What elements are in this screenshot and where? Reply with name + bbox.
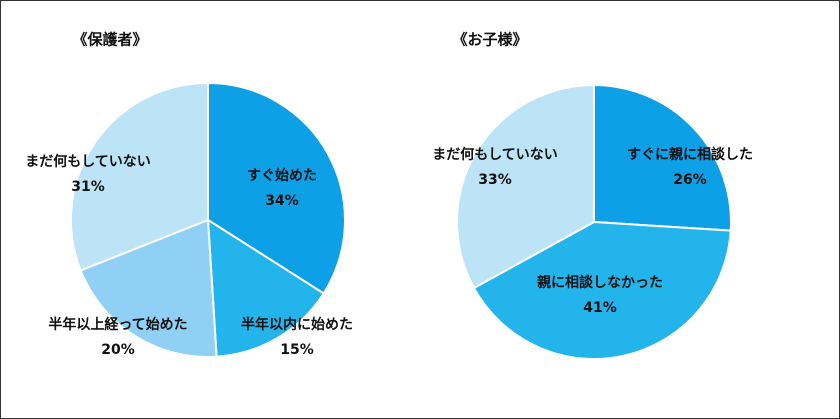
chart-title: 《保護者》: [72, 31, 147, 49]
slice-label: 半年以上経って始めた: [48, 316, 187, 333]
value-label: 34%: [265, 193, 299, 209]
value-label: 20%: [101, 342, 135, 358]
value-label: 15%: [280, 342, 314, 358]
slice-label: 親に相談しなかった: [537, 274, 663, 291]
slice-label: まだ何もしていない: [432, 146, 558, 163]
pie-slice: [593, 83, 732, 232]
pie-slice: [79, 218, 218, 358]
chart-title: 《お子様》: [452, 31, 527, 49]
slice-label: まだ何もしていない: [25, 153, 151, 170]
slice-label: 半年以内に始めた: [241, 316, 353, 333]
pie-slice: [70, 81, 209, 272]
value-label: 41%: [583, 300, 617, 316]
value-label: 31%: [71, 179, 105, 195]
pie-slice: [456, 83, 595, 290]
slice-label: すぐに親に相談した: [627, 146, 753, 163]
slice-label: すぐ始めた: [247, 167, 317, 184]
value-label: 33%: [478, 172, 512, 188]
pie-slice: [472, 220, 732, 360]
value-label: 26%: [673, 172, 707, 188]
pie-slice: [206, 218, 326, 358]
